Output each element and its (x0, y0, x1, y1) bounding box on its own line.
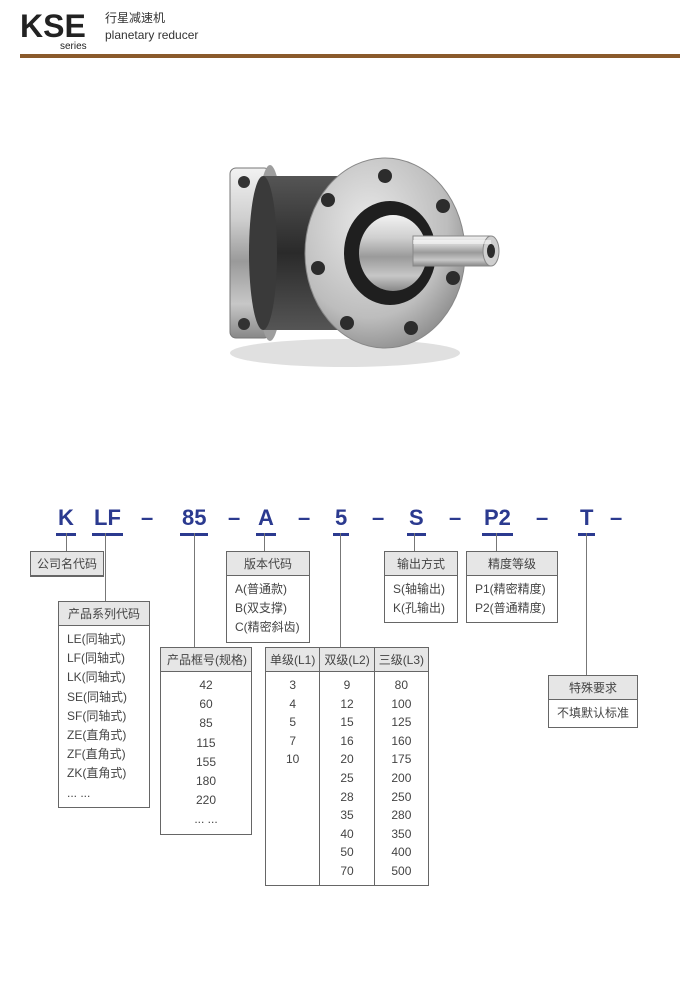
ratio-col-l2: 双级(L2) 9 12 15 16 20 25 28 35 40 50 70 (320, 647, 374, 886)
dash: – (372, 505, 384, 531)
product-illustration (0, 128, 700, 383)
brand-logo: KSE (20, 8, 86, 45)
subtitle-zh: 行星减速机 (105, 10, 198, 27)
dash: – (610, 505, 622, 531)
box-precision: 精度等级 P1(精密精度) P2(普通精度) (466, 551, 558, 623)
dash: – (141, 505, 153, 531)
seg-special: T (578, 505, 595, 536)
ratio-col-l3: 三级(L3) 80 100 125 160 175 200 250 280 35… (375, 647, 429, 886)
seg-version: A (256, 505, 276, 536)
seg-output: S (407, 505, 426, 536)
subtitle: 行星减速机 planetary reducer (105, 10, 198, 44)
dash: – (298, 505, 310, 531)
dash: – (536, 505, 548, 531)
box-version: 版本代码 A(普通款) B(双支撑) C(精密斜齿) (226, 551, 310, 643)
page-header: KSE series 行星减速机 planetary reducer (0, 0, 700, 58)
subtitle-en: planetary reducer (105, 27, 198, 44)
box-output: 输出方式 S(轴输出) K(孔输出) (384, 551, 458, 623)
seg-precision: P2 (482, 505, 513, 536)
ratio-col-l1: 单级(L1) 3 4 5 7 10 (265, 647, 320, 886)
header-rule (20, 54, 680, 58)
seg-ratio: 5 (333, 505, 349, 536)
dash: – (228, 505, 240, 531)
seg-frame: 85 (180, 505, 208, 536)
box-company: 公司名代码 (30, 551, 104, 577)
seg-company: K (56, 505, 76, 536)
dash: – (449, 505, 461, 531)
seg-series: LF (92, 505, 123, 536)
box-frame: 产品框号(规格) 42 60 85 115 155 180 220 ... ..… (160, 647, 252, 835)
box-series: 产品系列代码 LE(同轴式) LF(同轴式) LK(同轴式) SE(同轴式) S… (58, 601, 150, 808)
box-special: 特殊要求 不填默认标准 (548, 675, 638, 728)
ratio-table: 单级(L1) 3 4 5 7 10 双级(L2) 9 12 15 16 20 2… (265, 647, 429, 886)
box-series-body: LE(同轴式) LF(同轴式) LK(同轴式) SE(同轴式) SF(同轴式) … (59, 626, 149, 807)
box-frame-body: 42 60 85 115 155 180 220 ... ... (161, 672, 251, 834)
